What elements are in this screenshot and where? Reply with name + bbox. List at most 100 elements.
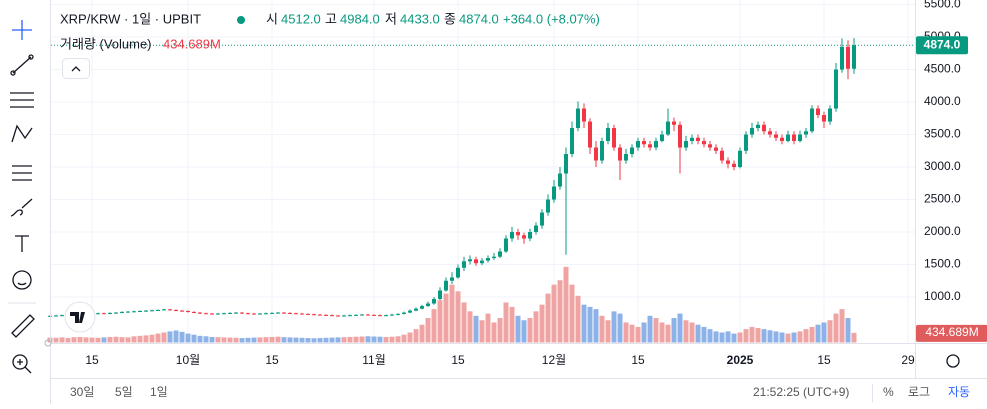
volume-bar [732,334,737,343]
candle-body [192,312,196,313]
volume-bar [672,318,677,342]
candle-body [126,312,130,313]
volume-bar [372,336,377,342]
volume-bar [702,327,707,343]
candle-body [816,109,820,115]
candle-body [774,135,778,138]
candle-body [840,47,844,70]
range-button[interactable]: 1일 [150,385,168,399]
volume-bar [774,331,779,342]
candle-body [234,313,238,314]
candle-body [540,213,544,226]
auto-button[interactable]: 자동 [948,385,970,399]
volume-bar [456,291,461,342]
volume-bar [66,338,71,342]
volume-bar [156,334,161,343]
candle-body [570,128,574,154]
candle-body [606,128,610,141]
volume-bar [516,316,521,343]
volume-bar [768,330,773,342]
candle-body [846,47,850,69]
candle-body [582,109,586,122]
collapse-button[interactable] [63,59,90,79]
candle-body [138,311,142,312]
volume-bar [708,329,713,342]
volume-bar [492,322,497,342]
x-tick-label: 29 [901,353,915,367]
candle-body [282,313,286,314]
volume-bar [168,331,173,342]
candle-body [348,315,352,316]
x-tick-label: 2025 [727,353,754,367]
volume-bar [54,338,59,343]
candle-body [612,128,616,147]
volume-bar [288,337,293,342]
volume-bar [234,338,239,343]
candle-body [504,239,508,252]
candle-body [240,313,244,314]
log-button[interactable]: 로그 [908,385,930,399]
volume-bar [756,328,761,342]
candle-body [834,70,838,109]
volume-bar [498,318,503,342]
volume-bar [432,309,437,342]
volume-bar [294,338,299,343]
volume-bar [138,336,143,343]
candle-body [276,313,280,314]
volume-bar [564,267,569,343]
range-button[interactable]: 5일 [115,385,133,399]
candle-body [402,313,406,314]
candle-body [702,141,706,144]
candle-body [468,259,472,261]
volume-bar [396,336,401,342]
volume-bar [186,334,191,343]
volume-bar [414,329,419,342]
volume-bar [276,337,281,343]
volume-bar [846,318,851,342]
volume-bar [750,327,755,343]
candle-body [594,148,598,161]
x-tick-label: 15 [817,353,831,367]
volume-bar [636,327,641,343]
candle-body [672,122,676,125]
volume-bar [72,337,77,342]
volume-bar [810,327,815,343]
volume-bar [210,337,215,343]
volume-bar [150,335,155,343]
volume-bar [120,337,125,342]
candle-body [96,313,100,314]
volume-bar [444,294,449,343]
y-tick-label: 4000.0 [924,94,961,108]
volume-bar [60,337,65,342]
volume-bar [354,337,359,343]
percent-button[interactable]: % [883,385,894,399]
candle-body [384,315,388,316]
volume-bar [558,280,563,342]
volume-bar [630,325,635,343]
volume-bar [720,332,725,342]
status-dot [237,16,245,24]
volume-bar [162,332,167,342]
symbol[interactable]: XRP/KRW · 1일 · UPBIT [60,11,201,26]
candle-body [588,122,592,148]
candle-body [156,310,160,311]
volume-bar [336,337,341,342]
x-tick-label: 15 [85,353,99,367]
volume-bar [90,338,95,343]
volume-bar [204,336,209,342]
volume-bar [438,300,443,342]
candle-body [738,151,742,167]
volume-bar [228,338,233,343]
volume-bar [660,322,665,342]
candle-body [108,313,112,314]
range-button[interactable]: 30일 [70,385,94,399]
candle-body [288,313,292,314]
volume-bar [576,296,581,343]
open-label: 시 [266,11,278,26]
volume-bar [216,337,221,342]
high-label: 고 [325,11,337,26]
candle-body [660,135,664,141]
volume-bar [312,338,317,342]
candle-body [300,314,304,315]
volume-label[interactable]: 거래량 (Volume) [60,36,152,51]
